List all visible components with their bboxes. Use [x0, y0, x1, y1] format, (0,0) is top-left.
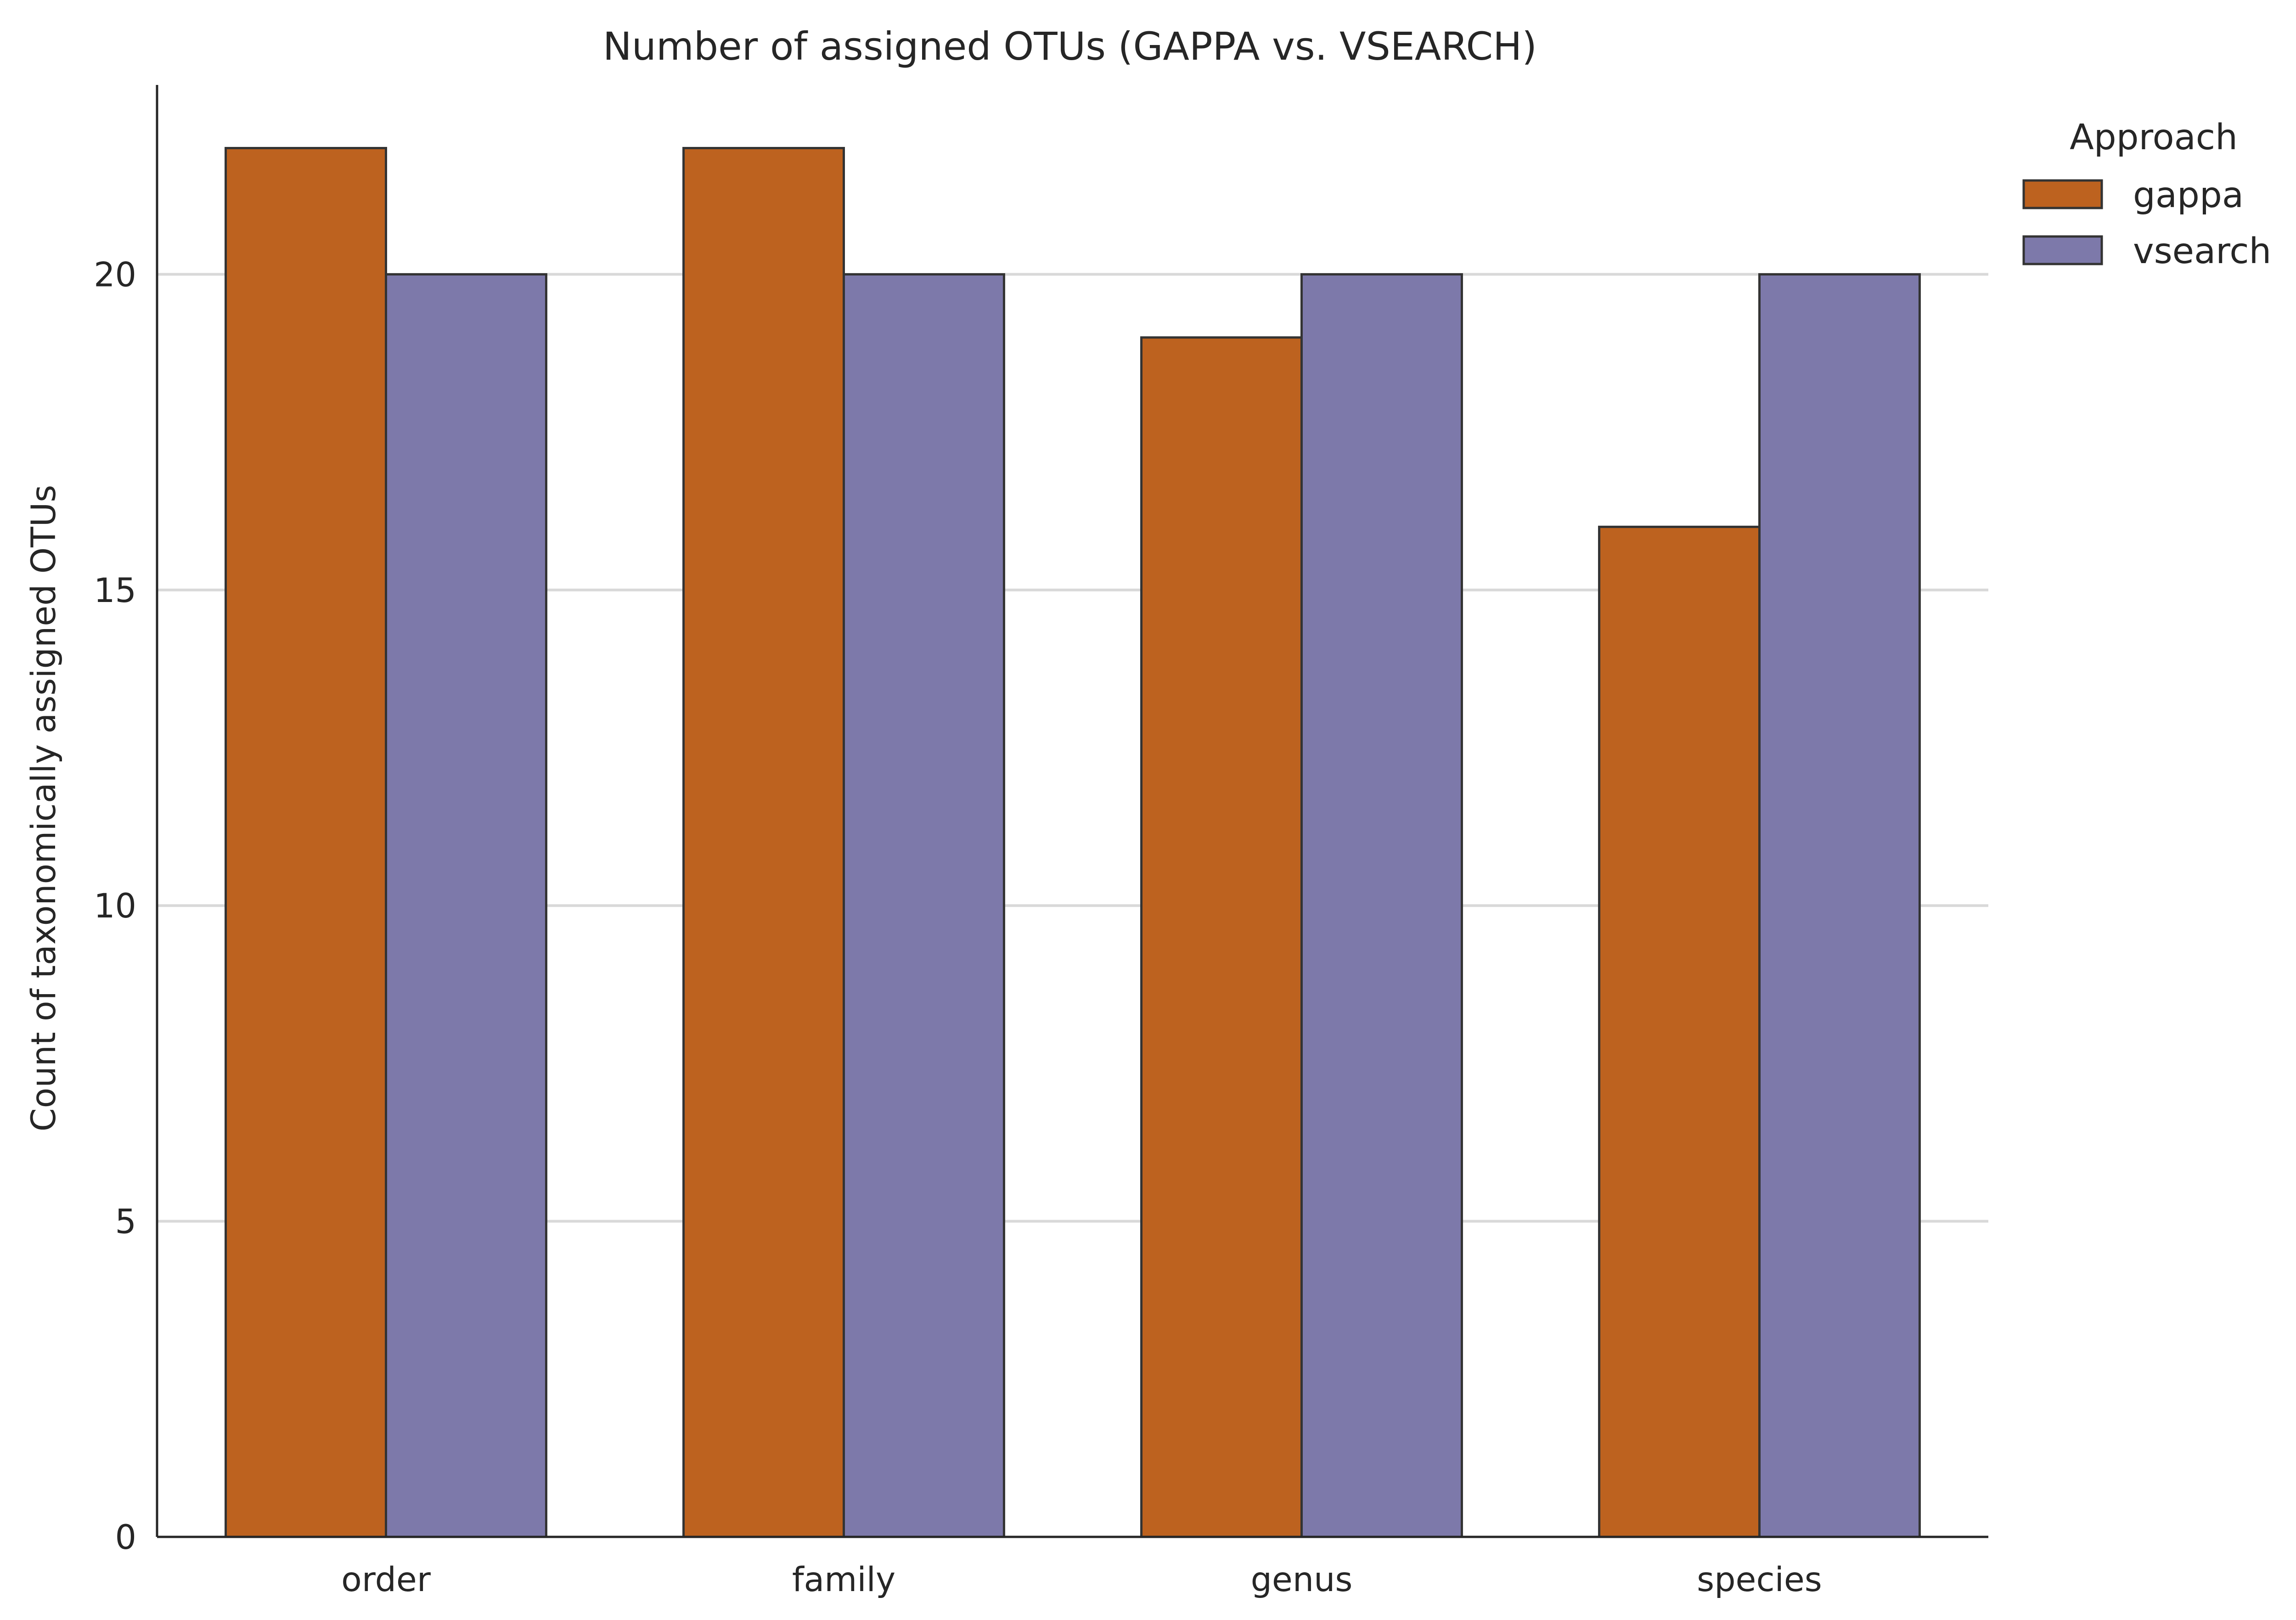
y-tick-label: 5: [115, 1203, 136, 1242]
y-tick-label: 10: [94, 887, 136, 926]
bar-gappa-species: [1598, 525, 1761, 1538]
legend-label-vsearch: vsearch: [2133, 231, 2271, 272]
x-tick-label-order: order: [341, 1560, 431, 1599]
legend-swatch-vsearch: [2022, 235, 2103, 265]
bar-vsearch-order: [385, 273, 547, 1538]
bars: [225, 146, 1921, 1538]
legend: Approach gappa vsearch: [2022, 117, 2271, 272]
bar-vsearch-genus: [1300, 273, 1463, 1538]
x-tick-label-family: family: [792, 1560, 895, 1599]
x-tick-label-species: species: [1697, 1560, 1822, 1599]
chart-title: Number of assigned OTUs (GAPPA vs. VSEAR…: [603, 24, 1537, 69]
y-tick-label: 15: [94, 571, 136, 610]
bar-gappa-order: [225, 146, 387, 1538]
bar-vsearch-species: [1758, 273, 1921, 1538]
x-tick-labels: order family genus species: [341, 1560, 1822, 1599]
x-tick-label-genus: genus: [1251, 1560, 1353, 1599]
y-tick-label: 20: [94, 255, 136, 294]
y-tick-label: 0: [115, 1518, 136, 1557]
y-axis-label: Count of taxonomically assigned OTUs: [24, 485, 63, 1131]
y-tick-labels: 0 5 10 15 20: [94, 255, 136, 1557]
bar-gappa-family: [682, 146, 845, 1538]
bar-vsearch-family: [843, 273, 1005, 1538]
legend-label-gappa: gappa: [2133, 175, 2244, 216]
bar-gappa-genus: [1140, 336, 1303, 1538]
legend-title: Approach: [2070, 117, 2238, 158]
axes: [156, 85, 1988, 1538]
legend-swatch-gappa: [2022, 179, 2103, 209]
